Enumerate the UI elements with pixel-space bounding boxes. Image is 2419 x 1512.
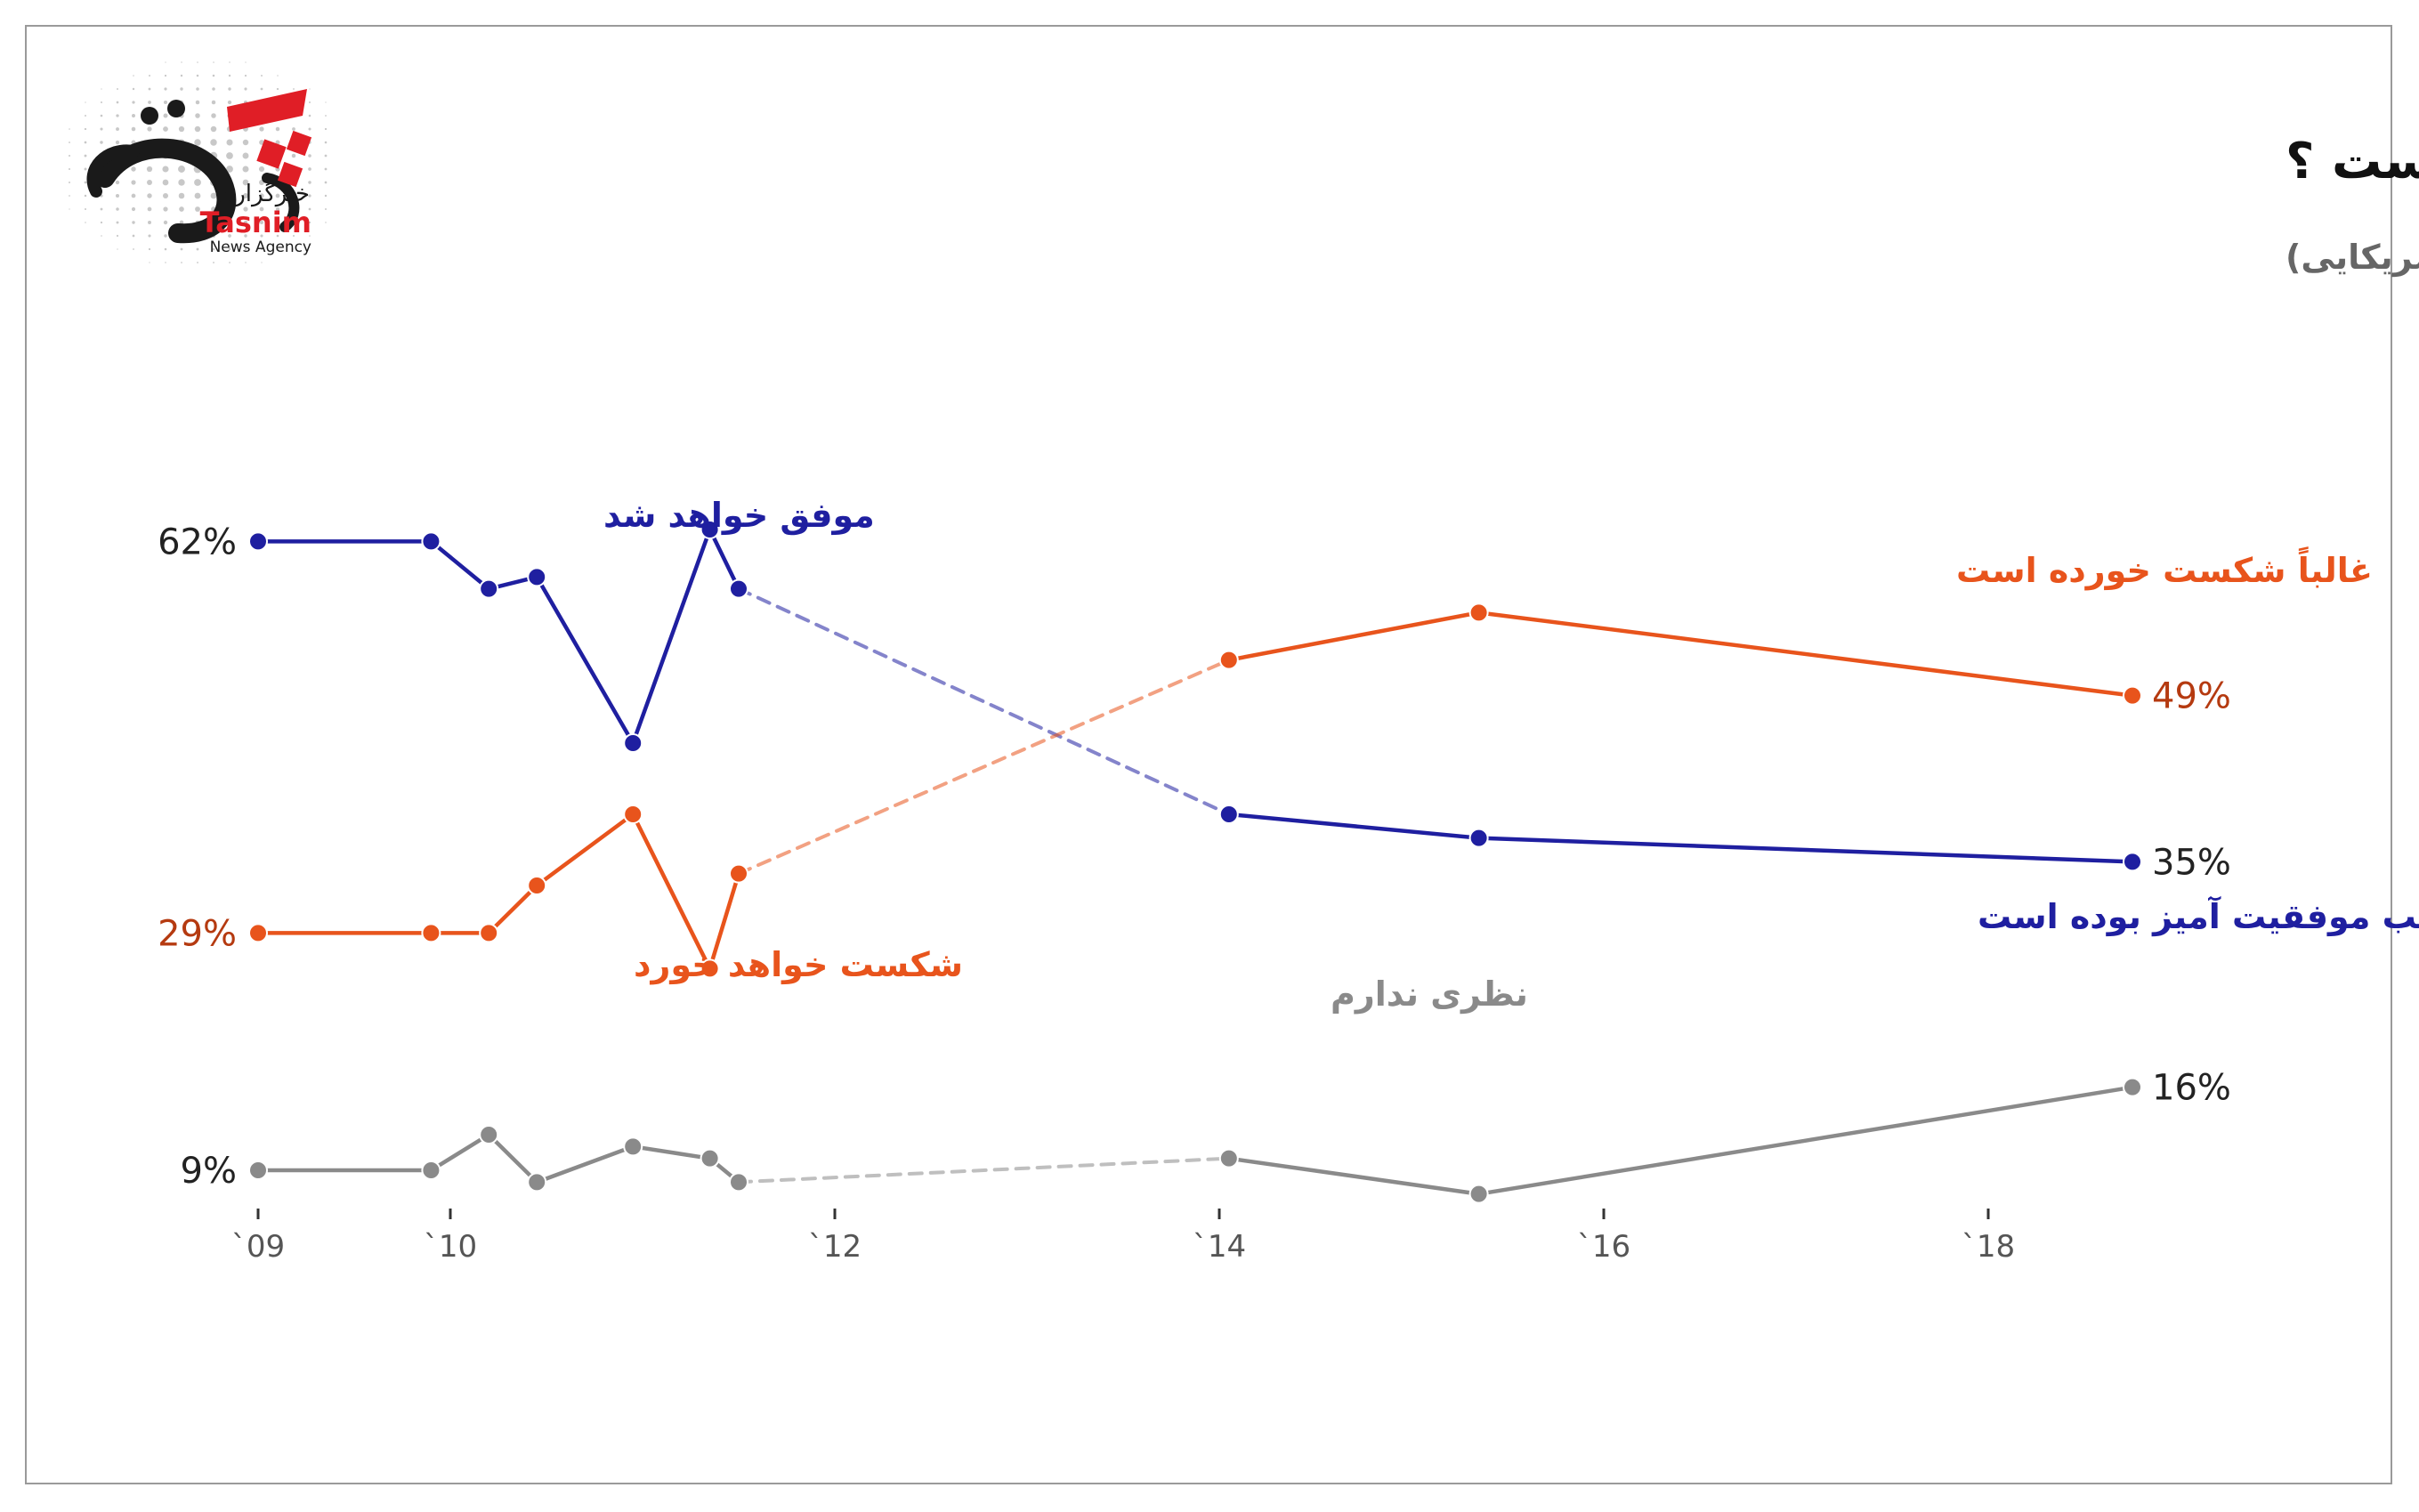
data-point: [421, 1160, 441, 1180]
data-point: [700, 958, 720, 979]
data-point: [1218, 805, 1239, 824]
data-point: [700, 520, 720, 539]
series-layer: 62% 35% 29% 49% 9% 16%: [158, 520, 2231, 1204]
series-fail: 29% 49%: [158, 602, 2231, 979]
series-segment: [486, 1132, 539, 1185]
end-value-label: 16%: [2152, 1068, 2231, 1109]
data-point: [1468, 828, 1489, 848]
chart-title: آیا فکر می‌کنید آمریکا به اهدافش در افغا…: [2286, 130, 2419, 190]
label-no-opinion: نظری ندارم: [1331, 974, 1528, 1015]
x-tick-label: `09: [231, 1229, 285, 1265]
data-point: [623, 1136, 643, 1157]
series-segment: [1226, 812, 1481, 840]
series-segment: [534, 812, 635, 888]
logo-tagline: News Agency: [210, 239, 311, 256]
data-point: [623, 805, 643, 824]
series-segment: [429, 1132, 491, 1173]
series-segment: [737, 586, 1231, 816]
label-succeed-mostly: اغلب موفقیت آمیز بوده است: [1978, 895, 2419, 936]
series-segment: [630, 812, 712, 971]
series-segment: [630, 1144, 712, 1160]
logo-mark-icon: [86, 89, 312, 244]
data-point: [700, 1148, 720, 1168]
data-point: [729, 578, 748, 599]
data-point: [2123, 1077, 2142, 1097]
data-point: [2123, 685, 2142, 706]
x-tick-label: `16: [1577, 1229, 1630, 1265]
series-segment: [1226, 1156, 1481, 1196]
logo-name-en: Tasnim: [200, 206, 311, 239]
label-succeed-future: موفق خواهد شد: [603, 496, 875, 535]
label-fail-mostly: غالباً شکست خورده است: [1956, 546, 2373, 590]
data-point: [729, 1172, 748, 1193]
end-value-label: 35%: [2152, 842, 2231, 883]
series-segment: [708, 527, 741, 591]
data-point: [421, 923, 441, 943]
series-segment: [737, 1156, 1231, 1185]
data-point: [479, 1125, 499, 1144]
data-point: [1468, 602, 1489, 623]
data-point: [1218, 1148, 1239, 1168]
series-segment: [708, 871, 741, 971]
series-noopinion: 9% 16%: [181, 1068, 2231, 1204]
x-tick-label: `14: [1193, 1229, 1246, 1265]
series-segment: [534, 1144, 635, 1185]
x-tick-label: `18: [1962, 1229, 2015, 1265]
data-point: [2123, 852, 2142, 872]
data-point: [248, 923, 268, 943]
x-tick-label: `12: [808, 1229, 862, 1265]
series-succeed: 62% 35%: [158, 520, 2231, 883]
series-segment: [429, 539, 491, 591]
tasnim-logo: خبرگزاری Tasnim News Agency: [68, 61, 328, 263]
data-point: [479, 578, 499, 599]
series-segment: [737, 658, 1231, 876]
series-segment: [534, 575, 635, 746]
data-point: [248, 531, 268, 552]
data-point: [729, 863, 748, 884]
label-fail-future: شکست خواهد خورد: [634, 945, 963, 984]
data-point: [421, 531, 441, 552]
data-point: [527, 1172, 547, 1193]
series-segment: [1476, 610, 2135, 698]
data-point: [1218, 650, 1239, 670]
labels-layer: موفق خواهد شد غالباً شکست خورده است شکست…: [603, 496, 2419, 1015]
data-point: [623, 733, 643, 753]
data-point: [527, 567, 547, 587]
start-value-label: 29%: [158, 913, 237, 954]
start-value-label: 9%: [181, 1151, 237, 1192]
series-segment: [1476, 1085, 2135, 1196]
end-value-label: 49%: [2152, 676, 2231, 717]
series-segment: [1226, 610, 1481, 662]
start-value-label: 62%: [158, 522, 237, 562]
series-segment: [1476, 836, 2135, 864]
series-segment: [486, 883, 539, 935]
data-point: [1468, 1184, 1489, 1204]
data-point: [479, 923, 499, 943]
series-segment: [630, 527, 712, 746]
chart-frame: [25, 25, 2392, 1484]
data-point: [248, 1160, 268, 1180]
data-point: [527, 876, 547, 895]
chart-subtitle: (نظرسنجی از بزرگسالان آمریکایی): [2286, 236, 2419, 277]
x-axis: `09 `10 `12 `14 `16 `18: [231, 1209, 2015, 1265]
logo-name-fa: خبرگزاری: [216, 180, 310, 207]
x-tick-label: `10: [424, 1229, 477, 1265]
